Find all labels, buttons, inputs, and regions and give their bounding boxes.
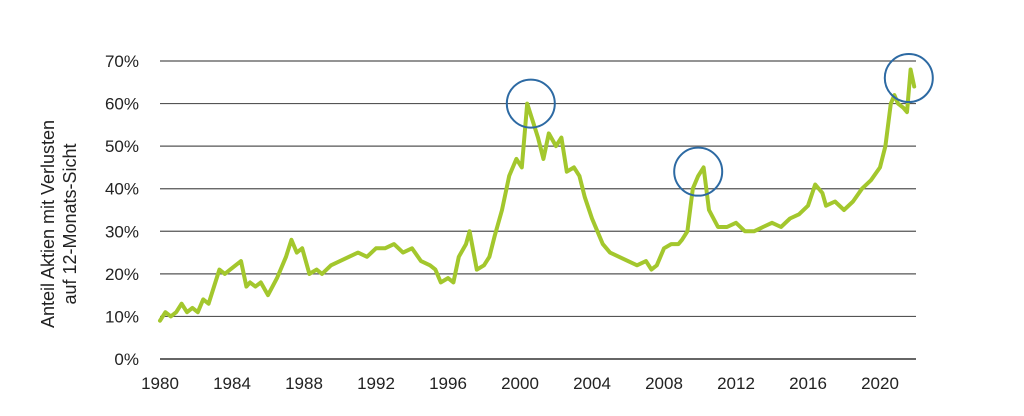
y-axis-title-line-2: auf 12-Monats-Sicht	[60, 143, 80, 304]
grid-lines	[160, 60, 916, 360]
y-tick-labels: 0% 10% 20% 30% 40% 50% 60% 70%	[105, 52, 139, 369]
x-tick-labels: 1980 1984 1988 1992 1996 2000 2004 2008 2012 2016…	[141, 374, 899, 393]
y-tick-label: 30%	[105, 222, 139, 241]
x-tick-label: 2012	[717, 374, 755, 393]
y-tick-label: 50%	[105, 137, 139, 156]
y-axis-title: Anteil Aktien mit Verlusten auf 12-Monat…	[38, 120, 80, 328]
x-tick-label: 2000	[501, 374, 539, 393]
y-tick-label: 10%	[105, 307, 139, 326]
y-axis-title-line-1: Anteil Aktien mit Verlusten	[38, 120, 58, 328]
x-tick-label: 2016	[789, 374, 827, 393]
x-tick-label: 2008	[645, 374, 683, 393]
x-tick-label: 1984	[213, 374, 251, 393]
y-tick-label: 60%	[105, 95, 139, 114]
highlight-circles	[505, 53, 934, 197]
series-line	[158, 67, 917, 323]
y-tick-label: 70%	[105, 52, 139, 71]
x-tick-label: 1996	[429, 374, 467, 393]
series-lines	[158, 67, 917, 323]
x-tick-label: 1988	[285, 374, 323, 393]
highlight-circle	[883, 53, 934, 104]
highlight-circle	[505, 78, 556, 129]
y-tick-label: 20%	[105, 265, 139, 284]
x-tick-label: 2004	[573, 374, 611, 393]
x-tick-label: 2020	[861, 374, 899, 393]
highlight-circle	[673, 146, 724, 197]
x-tick-label: 1992	[357, 374, 395, 393]
x-tick-label: 1980	[141, 374, 179, 393]
y-tick-label: 40%	[105, 180, 139, 199]
y-tick-label: 0%	[114, 350, 139, 369]
